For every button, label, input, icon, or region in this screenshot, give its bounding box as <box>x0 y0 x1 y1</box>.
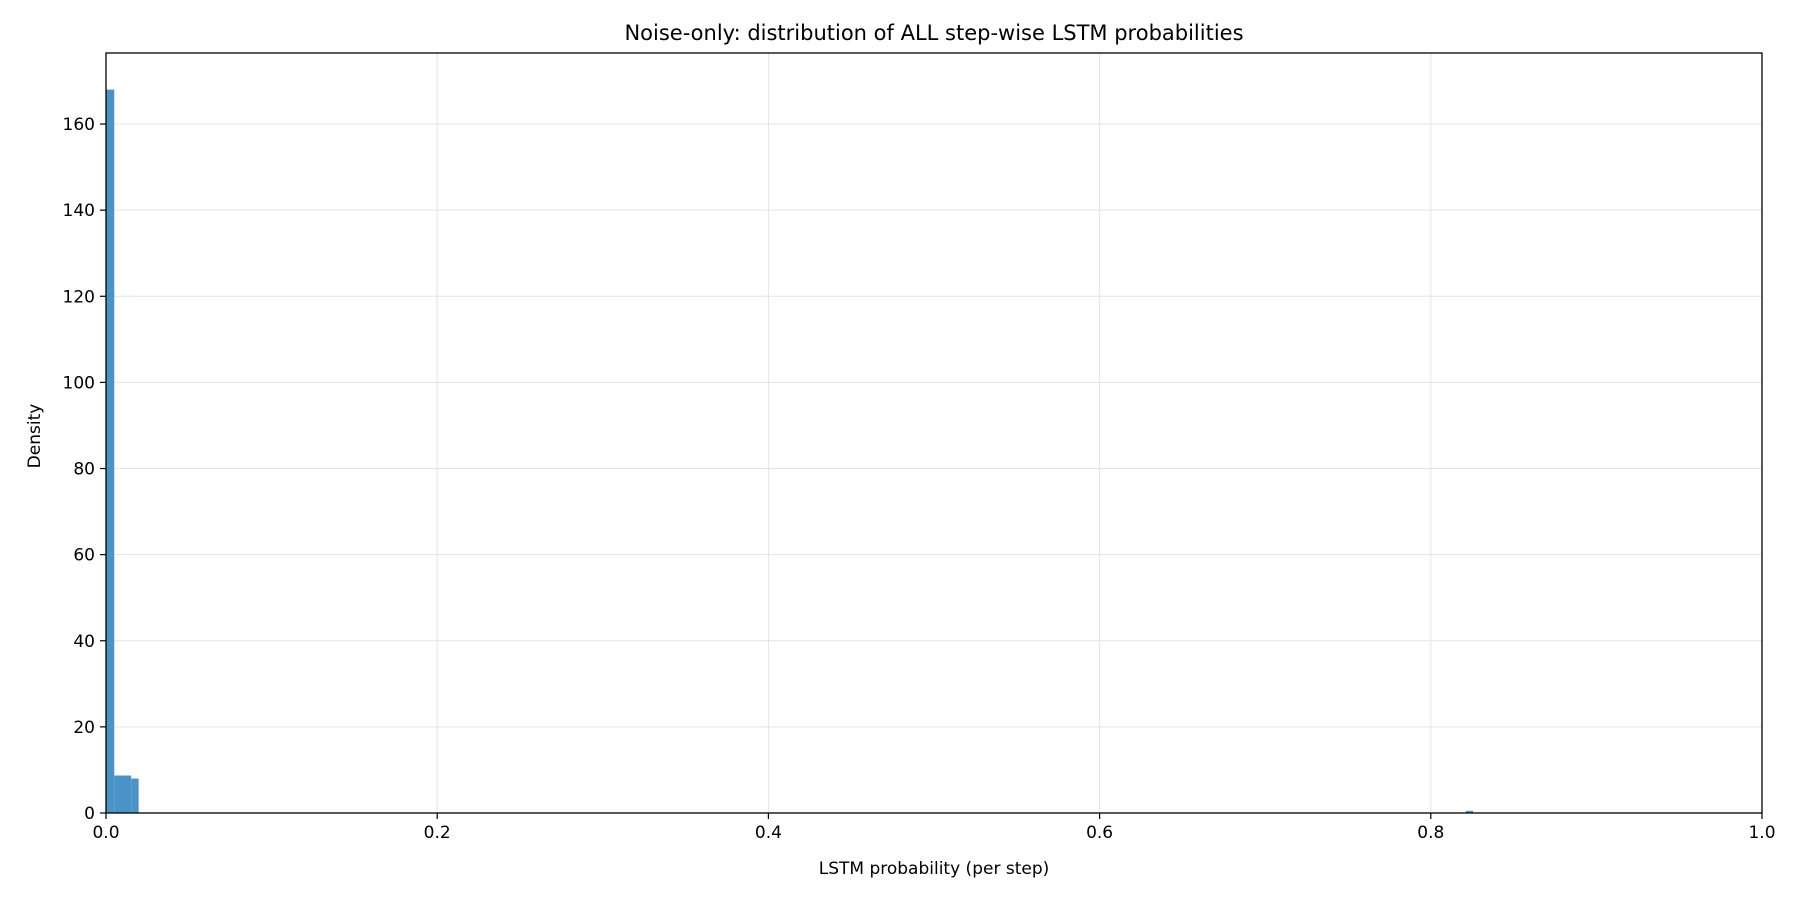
y-tick-label: 160 <box>63 115 95 135</box>
histogram-bar <box>106 89 115 813</box>
y-tick-label: 20 <box>73 718 95 738</box>
y-tick-label: 80 <box>73 460 95 480</box>
y-tick-label: 100 <box>63 373 95 393</box>
histogram-bar <box>131 778 139 813</box>
x-axis-label: LSTM probability (per step) <box>819 859 1050 879</box>
x-tick-label: 1.0 <box>1748 823 1775 843</box>
histogram-bar <box>114 775 132 813</box>
y-tick-label: 0 <box>84 804 95 824</box>
histogram-bar <box>1465 810 1474 813</box>
axis-ticks: 0.0 0.2 0.4 0.6 0.8 1.0 0 20 40 60 80 100 120 140 160 <box>63 115 1776 843</box>
y-tick-label: 60 <box>73 546 95 566</box>
x-tick-label: 0.0 <box>92 823 119 843</box>
y-tick-label: 40 <box>73 632 95 652</box>
x-tick-label: 0.4 <box>755 823 782 843</box>
x-tick-label: 0.6 <box>1086 823 1113 843</box>
chart-title: Noise-only: distribution of ALL step-wis… <box>624 21 1243 45</box>
y-tick-label: 140 <box>63 201 95 221</box>
x-tick-label: 0.8 <box>1417 823 1444 843</box>
y-tick-label: 120 <box>63 287 95 307</box>
y-axis-label: Density <box>25 404 45 469</box>
histogram-bars <box>106 89 1474 813</box>
plot-frame <box>105 52 1763 814</box>
x-tick-label: 0.2 <box>424 823 451 843</box>
